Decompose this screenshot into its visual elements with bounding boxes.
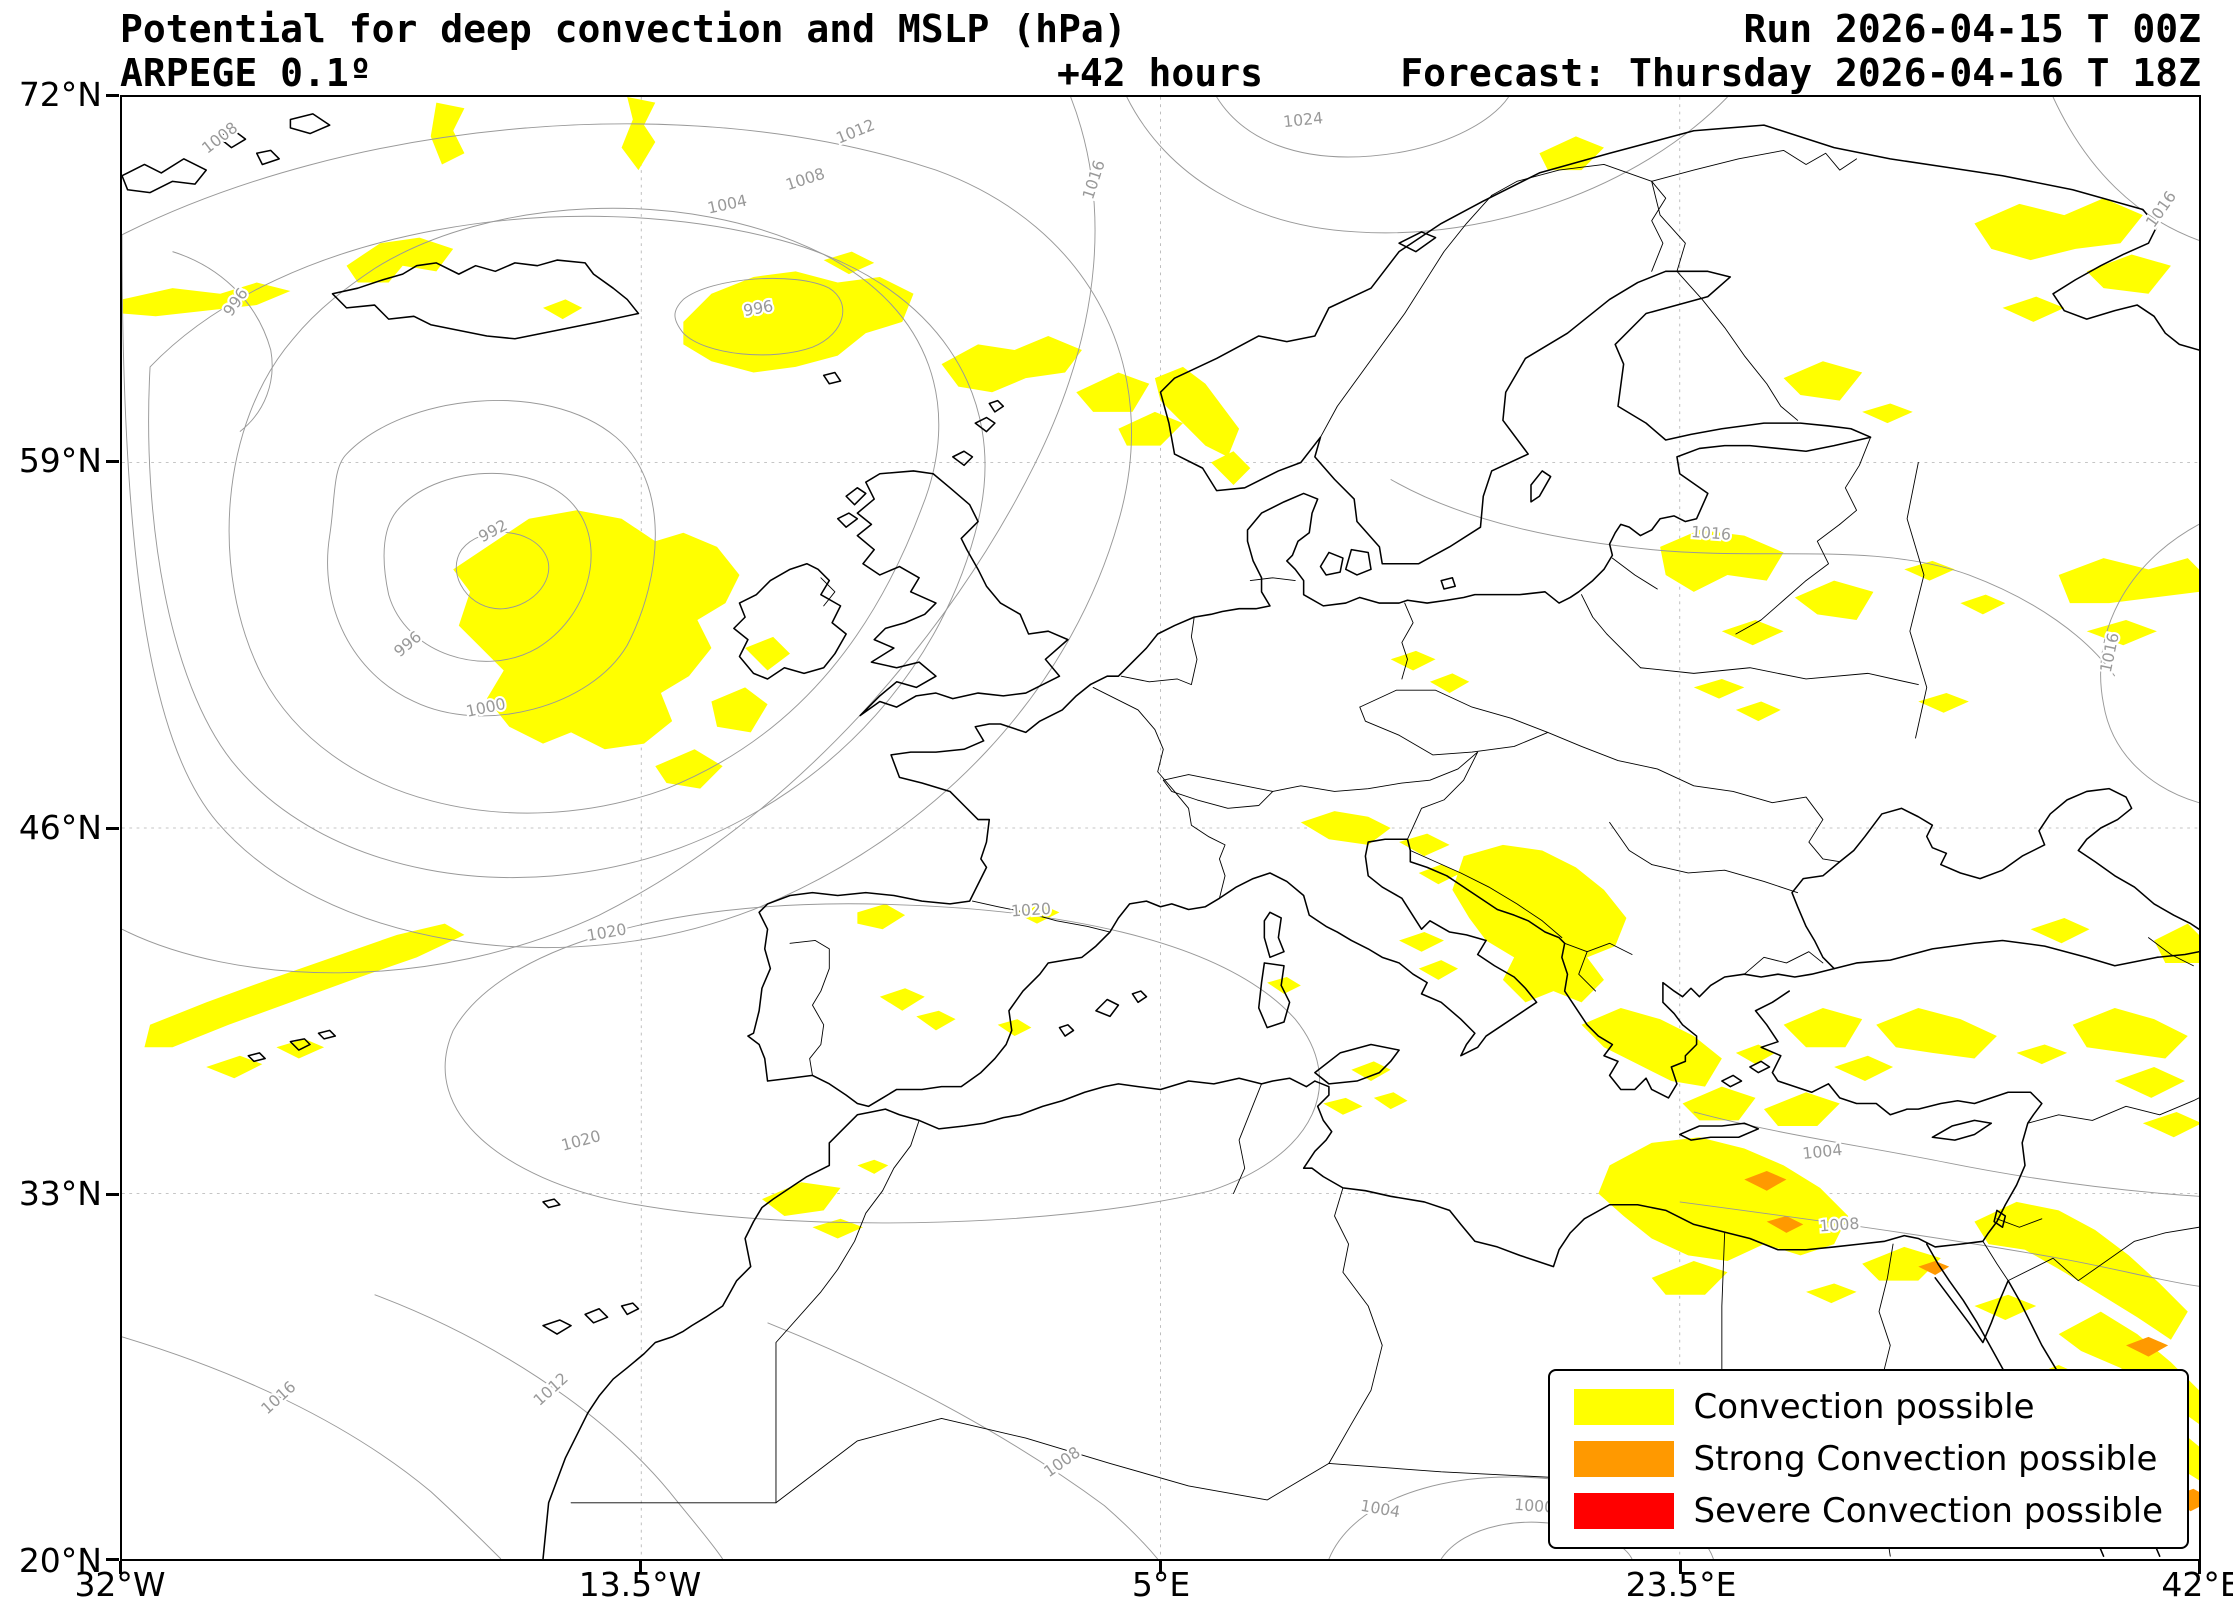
- legend-swatch-convection: [1573, 1389, 1674, 1425]
- isobar-label: 1020: [585, 919, 628, 945]
- map-canvas: 1008 996 1004 1008 1012 1016 1024 996 99…: [122, 97, 2199, 1559]
- legend-label-strong-convection: Strong Convection possible: [1693, 1439, 2158, 1479]
- tick-mark: [106, 460, 119, 463]
- isobar-label: 1004: [706, 191, 749, 218]
- tick-mark: [106, 827, 119, 830]
- legend-label-severe-convection: Severe Convection possible: [1693, 1491, 2163, 1531]
- y-tick-label-46n: 46°N: [18, 808, 102, 847]
- tick-mark: [106, 1558, 119, 1561]
- page-title: Potential for deep convection and MSLP (…: [120, 7, 1127, 51]
- legend-label-convection: Convection possible: [1693, 1387, 2035, 1427]
- isobar-label: 1024: [1282, 108, 1324, 131]
- legend-item-severe-convection: Severe Convection possible: [1573, 1491, 2163, 1531]
- isobar-label: 1016: [2142, 187, 2180, 231]
- tick-mark: [639, 1561, 642, 1574]
- y-tick-label-72n: 72°N: [18, 75, 102, 114]
- model-name: ARPEGE 0.1º: [120, 51, 372, 95]
- isobar-label: 1020: [1010, 899, 1051, 921]
- tick-mark: [106, 94, 119, 97]
- run-info: Run 2026-04-15 T 00Z: [1743, 7, 2201, 51]
- isobar-label: 996: [390, 627, 425, 661]
- coastline-layer: [122, 113, 2199, 1559]
- isobar-label: 1016: [1078, 158, 1108, 202]
- isobar-label: 1004: [1801, 1140, 1843, 1163]
- isobar-label-layer: 1008 996 1004 1008 1012 1016 1024 996 99…: [196, 106, 2182, 1524]
- isobar-label: 1008: [1819, 1214, 1860, 1236]
- lead-time: +42 hours: [1057, 51, 1263, 95]
- isobar-label: 1008: [783, 164, 827, 194]
- isobar-label: 1020: [559, 1126, 603, 1155]
- isobar-label: 1004: [1359, 1496, 1402, 1522]
- x-tick-label-42e: 42°E: [2161, 1565, 2233, 1604]
- map-plot-area: 1008 996 1004 1008 1012 1016 1024 996 99…: [120, 95, 2201, 1561]
- legend-item-strong-convection: Strong Convection possible: [1573, 1439, 2163, 1479]
- isobar-label: 1016: [1690, 522, 1731, 544]
- y-tick-label-59n: 59°N: [18, 441, 102, 480]
- grid-layer: [122, 97, 2199, 1559]
- isobar-label: 1012: [529, 1369, 571, 1410]
- legend-swatch-severe-convection: [1573, 1493, 1674, 1529]
- legend: Convection possible Strong Convection po…: [1547, 1369, 2189, 1549]
- tick-mark: [106, 1193, 119, 1196]
- forecast-info: Forecast: Thursday 2026-04-16 T 18Z: [1400, 51, 2201, 95]
- y-tick-label-33n: 33°N: [18, 1174, 102, 1213]
- tick-mark: [1679, 1561, 1682, 1574]
- isobar-label: 1000: [464, 694, 507, 721]
- isobar-layer: [122, 97, 2199, 1559]
- tick-mark: [2198, 1561, 2201, 1574]
- legend-swatch-strong-convection: [1573, 1441, 1674, 1477]
- isobar-label: 1016: [2096, 631, 2123, 674]
- y-tick-label-20n: 20°N: [18, 1541, 102, 1580]
- tick-mark: [119, 1561, 122, 1574]
- isobar-label: 1016: [257, 1377, 299, 1418]
- isobar-label: 1008: [198, 118, 241, 158]
- tick-mark: [1159, 1561, 1162, 1574]
- legend-item-convection: Convection possible: [1573, 1387, 2163, 1427]
- isobar-label: 1012: [833, 115, 877, 148]
